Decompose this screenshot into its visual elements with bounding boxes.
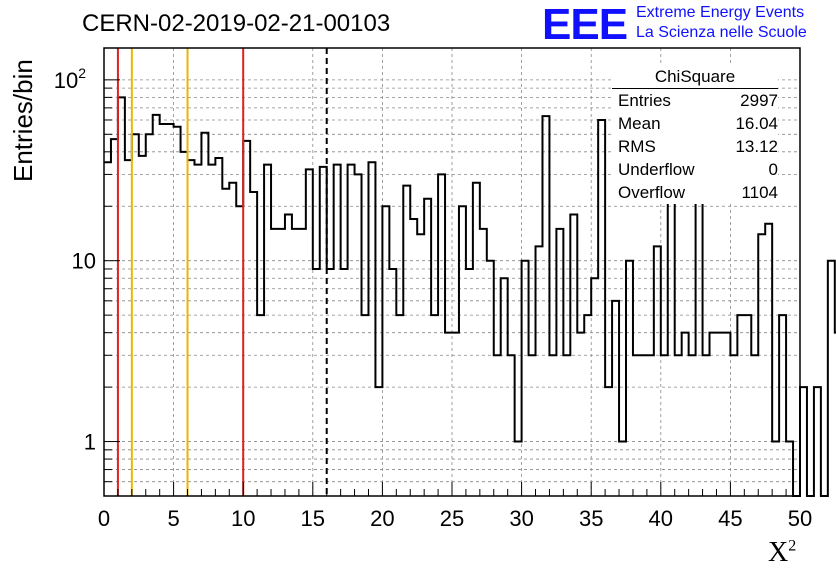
x-tick-label: 15 bbox=[301, 506, 325, 531]
run-title: CERN-02-2019-02-21-00103 bbox=[82, 10, 391, 37]
stat-row-mean: Mean 16.04 bbox=[612, 112, 778, 135]
x-tick-label: 5 bbox=[167, 506, 179, 531]
logo-line-1: Extreme Energy Events bbox=[636, 4, 805, 21]
x-axis-label: X2 bbox=[768, 537, 796, 569]
stat-value: 13.12 bbox=[735, 137, 778, 156]
stat-label: RMS bbox=[618, 137, 656, 156]
y-axis: 1 10 102 bbox=[54, 65, 120, 497]
stat-label: Overflow bbox=[618, 183, 686, 202]
histogram bbox=[104, 96, 836, 497]
x-tick-label: 45 bbox=[718, 506, 742, 531]
stats-box: ChiSquare Entries 2997 Mean 16.04 RMS 13.12… bbox=[612, 66, 778, 204]
stat-row-entries: Entries 2997 bbox=[612, 89, 778, 112]
x-axis: 0 5 10 15 20 25 30 35 40 45 50 bbox=[98, 482, 812, 531]
logo-line-2: La Scienza nelle Scuole bbox=[636, 24, 807, 41]
x-axis-label-base: X bbox=[768, 537, 789, 568]
stat-value: 16.04 bbox=[735, 114, 778, 133]
y-tick-label: 1 bbox=[84, 430, 96, 455]
stat-row-underflow: Underflow 0 bbox=[612, 158, 778, 181]
y-axis-label: Entries/bin bbox=[8, 59, 38, 182]
grid bbox=[104, 48, 800, 496]
stat-label: Entries bbox=[618, 91, 671, 110]
x-axis-label-superscript: 2 bbox=[788, 537, 797, 555]
x-tick-label: 10 bbox=[231, 506, 255, 531]
stat-value: 1104 bbox=[741, 183, 778, 202]
y-tick-label: 102 bbox=[54, 65, 86, 93]
eee-logo: EEE bbox=[542, 0, 628, 49]
x-tick-label: 50 bbox=[788, 506, 812, 531]
x-tick-label: 0 bbox=[98, 506, 110, 531]
x-tick-label: 40 bbox=[649, 506, 673, 531]
stat-value: 0 bbox=[768, 160, 778, 179]
x-tick-label: 35 bbox=[579, 506, 603, 531]
histogram-outline bbox=[104, 96, 836, 497]
stats-title: ChiSquare bbox=[612, 66, 778, 89]
stat-value: 2997 bbox=[740, 91, 778, 110]
reference-lines bbox=[116, 48, 328, 496]
y-tick-label: 10 bbox=[72, 249, 96, 274]
stat-row-overflow: Overflow 1104 bbox=[612, 181, 778, 204]
stat-row-rms: RMS 13.12 bbox=[612, 135, 778, 158]
stat-label: Underflow bbox=[618, 160, 695, 179]
x-tick-label: 30 bbox=[509, 506, 533, 531]
x-tick-label: 20 bbox=[370, 506, 394, 531]
stat-label: Mean bbox=[618, 114, 661, 133]
x-tick-label: 25 bbox=[440, 506, 464, 531]
